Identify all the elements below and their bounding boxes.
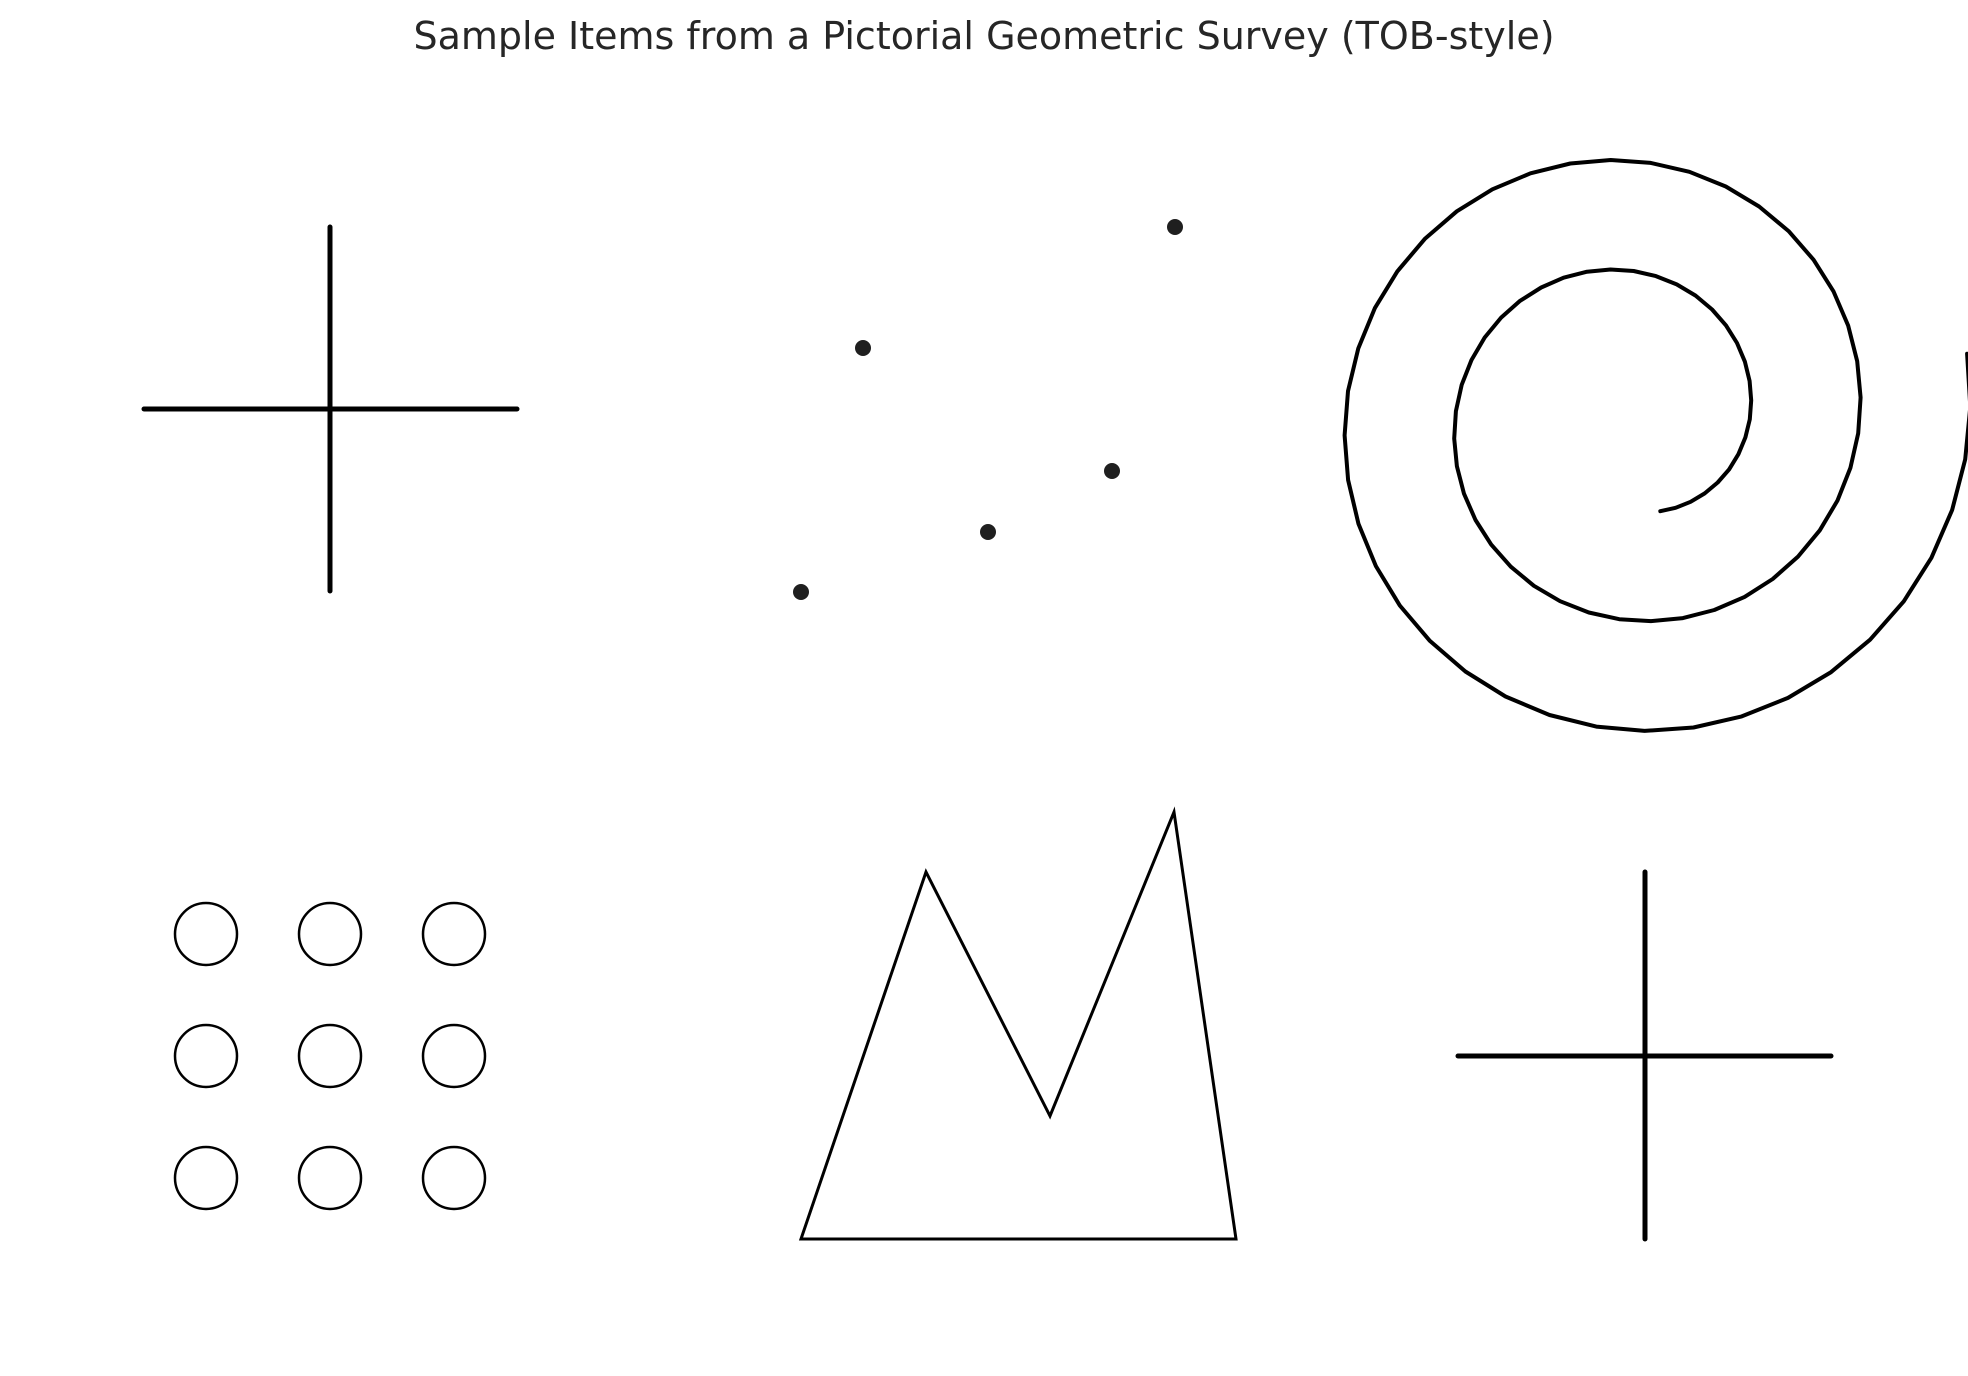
grid-circle [175,1147,237,1209]
grid-circle [423,903,485,965]
m-shape-figure [801,812,1236,1239]
m-shape-outline [801,812,1236,1239]
dot [855,340,871,356]
spiral-line [1345,160,1968,731]
grid-circle [423,1147,485,1209]
dot [980,524,996,540]
spiral-figure [1345,160,1968,731]
dot [1167,219,1183,235]
scattered-dots-figure [793,219,1183,600]
grid-circle [299,903,361,965]
cross-figure [144,227,517,591]
cross-figure-2 [1458,872,1831,1239]
grid-circle [423,1025,485,1087]
grid-circle [175,903,237,965]
grid-circle [299,1147,361,1209]
dot [1104,463,1120,479]
circle-grid-figure [175,903,485,1209]
grid-circle [299,1025,361,1087]
grid-circle [175,1025,237,1087]
dot [793,584,809,600]
